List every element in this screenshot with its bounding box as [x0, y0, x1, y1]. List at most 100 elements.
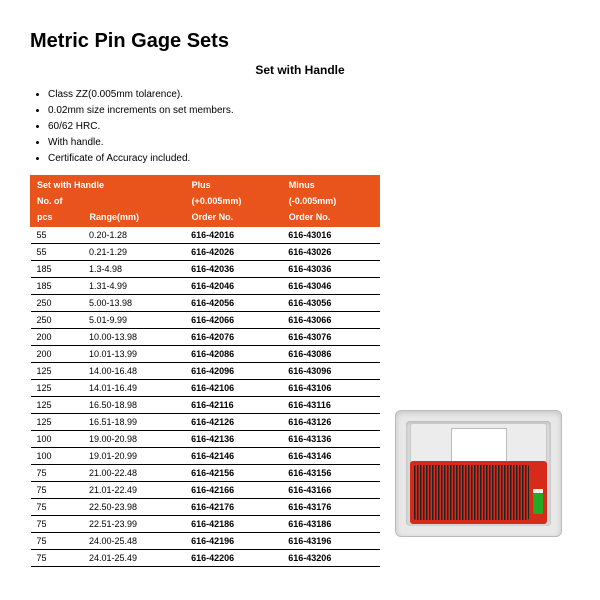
- cell-minus: 616-43096: [282, 363, 379, 380]
- table-row: 12514.00-16.48616-42096616-43096: [31, 363, 380, 380]
- table-row: 2505.00-13.98616-42056616-43056: [31, 295, 380, 312]
- product-image: [395, 410, 562, 537]
- cell-minus: 616-43206: [282, 550, 379, 567]
- cell-minus: 616-43056: [282, 295, 379, 312]
- th-no-of: No. of: [31, 193, 186, 209]
- feature-item: Class ZZ(0.005mm tolarence).: [48, 87, 570, 103]
- feature-item: 0.02mm size increments on set members.: [48, 103, 570, 119]
- cell-plus: 616-42056: [185, 295, 282, 312]
- table-row: 7521.00-22.48616-42156616-43156: [31, 465, 380, 482]
- th-order-plus: Order No.: [185, 209, 282, 227]
- table-row: 12514.01-16.49616-42106616-43106: [31, 380, 380, 397]
- cell-pcs: 100: [31, 431, 83, 448]
- cell-pcs: 200: [31, 346, 83, 363]
- cell-pcs: 125: [31, 363, 83, 380]
- table-row: 20010.01-13.99616-42086616-43086: [31, 346, 380, 363]
- table-row: 550.21-1.29616-42026616-43026: [31, 244, 380, 261]
- cell-plus: 616-42066: [185, 312, 282, 329]
- cell-range: 16.50-18.98: [83, 397, 185, 414]
- feature-item: Certificate of Accuracy included.: [48, 151, 570, 167]
- cell-range: 14.00-16.48: [83, 363, 185, 380]
- table-row: 1851.3-4.98616-42036616-43036: [31, 261, 380, 278]
- cell-pcs: 75: [31, 499, 83, 516]
- cell-pcs: 100: [31, 448, 83, 465]
- cell-minus: 616-43196: [282, 533, 379, 550]
- th-range: Range(mm): [83, 209, 185, 227]
- cell-plus: 616-42196: [185, 533, 282, 550]
- cell-plus: 616-42116: [185, 397, 282, 414]
- gage-case: [406, 421, 551, 526]
- cell-minus: 616-43166: [282, 482, 379, 499]
- cell-range: 10.01-13.99: [83, 346, 185, 363]
- th-minus-tol: (-0.005mm): [282, 193, 379, 209]
- handle-icon: [533, 472, 543, 514]
- cell-range: 22.50-23.98: [83, 499, 185, 516]
- table-row: 7524.01-25.49616-42206616-43206: [31, 550, 380, 567]
- cell-range: 14.01-16.49: [83, 380, 185, 397]
- cell-minus: 616-43076: [282, 329, 379, 346]
- table-row: 20010.00-13.98616-42076616-43076: [31, 329, 380, 346]
- cell-plus: 616-42166: [185, 482, 282, 499]
- th-set-handle: Set with Handle: [31, 176, 186, 194]
- cell-pcs: 250: [31, 295, 83, 312]
- cell-pcs: 55: [31, 244, 83, 261]
- cell-plus: 616-42036: [185, 261, 282, 278]
- cell-plus: 616-42146: [185, 448, 282, 465]
- th-pcs: pcs: [31, 209, 83, 227]
- cell-pcs: 75: [31, 516, 83, 533]
- subtitle: Set with Handle: [30, 63, 570, 77]
- table-row: 7522.50-23.98616-42176616-43176: [31, 499, 380, 516]
- cell-minus: 616-43046: [282, 278, 379, 295]
- cell-pcs: 200: [31, 329, 83, 346]
- cell-pcs: 185: [31, 278, 83, 295]
- table-row: 7524.00-25.48616-42196616-43196: [31, 533, 380, 550]
- cell-plus: 616-42046: [185, 278, 282, 295]
- cell-range: 0.21-1.29: [83, 244, 185, 261]
- cell-pcs: 125: [31, 414, 83, 431]
- th-order-minus: Order No.: [282, 209, 379, 227]
- cell-range: 21.00-22.48: [83, 465, 185, 482]
- cell-range: 16.51-18.99: [83, 414, 185, 431]
- cell-range: 21.01-22.49: [83, 482, 185, 499]
- cell-plus: 616-42096: [185, 363, 282, 380]
- cell-pcs: 125: [31, 380, 83, 397]
- cell-minus: 616-43126: [282, 414, 379, 431]
- case-base: [410, 461, 547, 524]
- th-plus-tol: (+0.005mm): [185, 193, 282, 209]
- cell-plus: 616-42016: [185, 227, 282, 244]
- cell-range: 24.01-25.49: [83, 550, 185, 567]
- feature-list: Class ZZ(0.005mm tolarence).0.02mm size …: [30, 87, 570, 167]
- cell-minus: 616-43066: [282, 312, 379, 329]
- table-row: 10019.00-20.98616-42136616-43136: [31, 431, 380, 448]
- cell-range: 0.20-1.28: [83, 227, 185, 244]
- cell-plus: 616-42126: [185, 414, 282, 431]
- table-row: 7522.51-23.99616-42186616-43186: [31, 516, 380, 533]
- table-row: 10019.01-20.99616-42146616-43146: [31, 448, 380, 465]
- cell-range: 19.01-20.99: [83, 448, 185, 465]
- th-plus: Plus: [185, 176, 282, 194]
- cell-plus: 616-42176: [185, 499, 282, 516]
- cell-plus: 616-42156: [185, 465, 282, 482]
- cell-pcs: 250: [31, 312, 83, 329]
- cell-range: 10.00-13.98: [83, 329, 185, 346]
- cell-plus: 616-42136: [185, 431, 282, 448]
- cell-pcs: 125: [31, 397, 83, 414]
- cell-minus: 616-43016: [282, 227, 379, 244]
- cell-minus: 616-43176: [282, 499, 379, 516]
- cell-range: 5.01-9.99: [83, 312, 185, 329]
- cell-plus: 616-42106: [185, 380, 282, 397]
- cell-minus: 616-43186: [282, 516, 379, 533]
- page-title: Metric Pin Gage Sets: [30, 30, 570, 53]
- cell-range: 5.00-13.98: [83, 295, 185, 312]
- table-row: 1851.31-4.99616-42046616-43046: [31, 278, 380, 295]
- cell-plus: 616-42086: [185, 346, 282, 363]
- cell-range: 22.51-23.99: [83, 516, 185, 533]
- cell-range: 1.3-4.98: [83, 261, 185, 278]
- cell-minus: 616-43146: [282, 448, 379, 465]
- table-row: 7521.01-22.49616-42166616-43166: [31, 482, 380, 499]
- cell-range: 1.31-4.99: [83, 278, 185, 295]
- table-row: 12516.51-18.99616-42126616-43126: [31, 414, 380, 431]
- cell-minus: 616-43156: [282, 465, 379, 482]
- product-table: Set with Handle Plus Minus No. of (+0.00…: [30, 175, 380, 567]
- cell-minus: 616-43106: [282, 380, 379, 397]
